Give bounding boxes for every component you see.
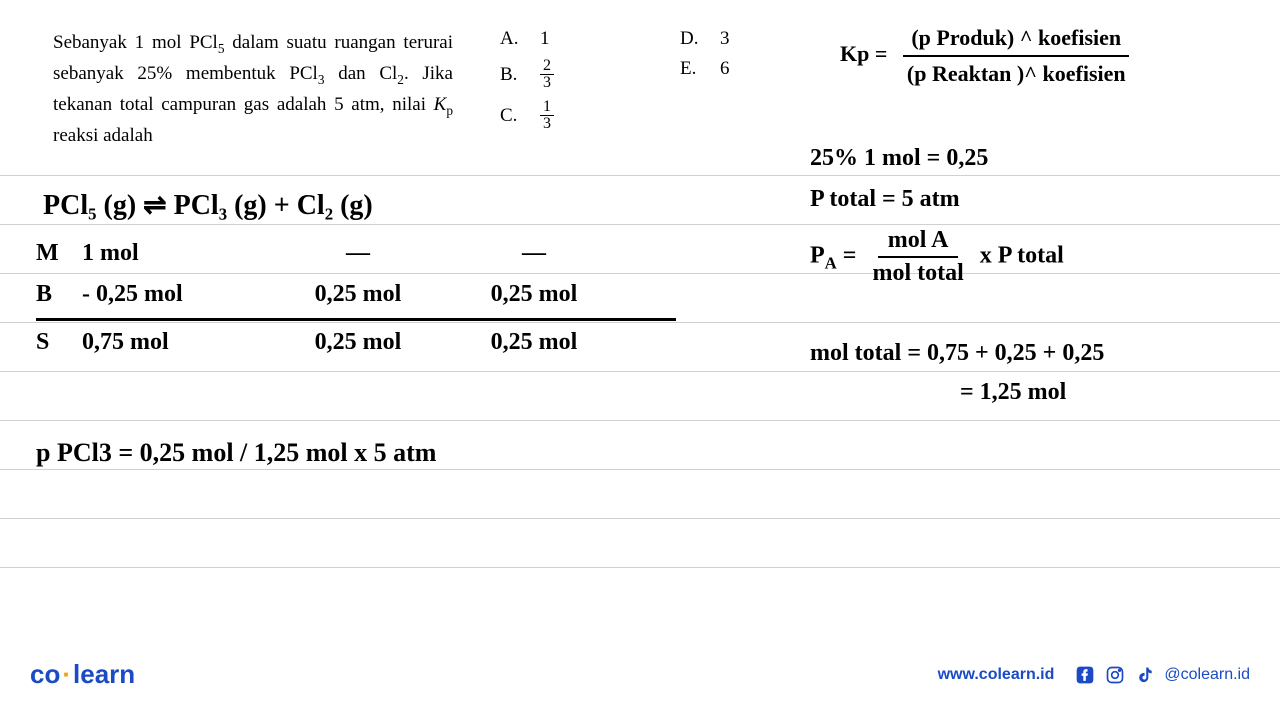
q-part1: Sebanyak 1 mol PCl bbox=[53, 32, 218, 53]
option-a-label: A. bbox=[500, 28, 540, 50]
pa-sub: A bbox=[825, 253, 837, 272]
pa-frac: mol A mol total bbox=[862, 227, 973, 287]
option-c: C. 1 3 bbox=[500, 99, 554, 132]
option-b-label: B. bbox=[500, 64, 540, 86]
ice-row-b: B - 0,25 mol 0,25 mol 0,25 mol bbox=[36, 281, 676, 308]
pa-num: mol A bbox=[878, 227, 959, 258]
option-b-frac: 2 3 bbox=[540, 58, 554, 91]
option-d: D. 3 bbox=[680, 28, 730, 50]
b-v1: - 0,25 mol bbox=[82, 281, 262, 308]
kp-den: (p Reaktan )^ koefisien bbox=[899, 57, 1134, 87]
q-sub3: 2 bbox=[397, 72, 404, 87]
website-url: www.colearn.id bbox=[938, 666, 1055, 684]
option-a: A. 1 bbox=[500, 28, 554, 50]
instagram-icon bbox=[1104, 664, 1126, 686]
ppcl3-calc: p PCl3 = 0,25 mol / 1,25 mol x 5 atm bbox=[36, 438, 436, 468]
social-icons: @colearn.id bbox=[1074, 664, 1250, 686]
option-c-den: 3 bbox=[540, 116, 554, 132]
facebook-icon bbox=[1074, 664, 1096, 686]
answer-options-de: D. 3 E. 6 bbox=[680, 28, 730, 88]
q-sub2: 3 bbox=[318, 72, 325, 87]
option-e-label: E. bbox=[680, 58, 720, 80]
option-a-value: 1 bbox=[540, 28, 550, 50]
s-v1: 0,75 mol bbox=[82, 329, 262, 356]
q-part3: dan Cl bbox=[325, 63, 398, 84]
mol-total-line1: mol total = 0,75 + 0,25 + 0,25 bbox=[810, 340, 1104, 367]
answer-options-abc: A. 1 B. 2 3 C. 1 3 bbox=[500, 28, 554, 140]
ice-hr bbox=[36, 318, 676, 321]
social-handle: @colearn.id bbox=[1164, 666, 1250, 684]
kp-frac: (p Produk) ^ koefisien (p Reaktan )^ koe… bbox=[899, 25, 1134, 87]
ice-row-m: M 1 mol — — bbox=[36, 240, 676, 267]
pa-eq: = bbox=[837, 243, 863, 269]
m-lbl: M bbox=[36, 240, 76, 267]
option-e: E. 6 bbox=[680, 58, 730, 80]
right-calculations: 25% 1 mol = 0,25 P total = 5 atm PA = mo… bbox=[810, 145, 1064, 301]
logo: co·learn bbox=[30, 659, 135, 690]
s-v3: 0,25 mol bbox=[454, 329, 614, 356]
mol-total-line2: = 1,25 mol bbox=[960, 379, 1104, 406]
b-v3: 0,25 mol bbox=[454, 281, 614, 308]
equilibrium-equation: PCl₅ (g) ⇌ PCl₃ (g) + Cl₂ (g) bbox=[43, 188, 373, 222]
footer-right: www.colearn.id @colearn.id bbox=[938, 664, 1250, 686]
footer: co·learn www.colearn.id @colearn.id bbox=[0, 659, 1280, 690]
option-d-label: D. bbox=[680, 28, 720, 50]
q-kp: K bbox=[434, 94, 447, 115]
logo-co: co bbox=[30, 659, 60, 689]
option-c-num: 1 bbox=[540, 99, 554, 116]
ice-table: M 1 mol — — B - 0,25 mol 0,25 mol 0,25 m… bbox=[36, 240, 676, 356]
question-text: Sebanyak 1 mol PCl5 dalam suatu ruangan … bbox=[53, 28, 453, 152]
m-v1: 1 mol bbox=[82, 240, 262, 267]
option-b-num: 2 bbox=[540, 58, 554, 75]
q-part5: reaksi adalah bbox=[53, 125, 153, 146]
q-sub1: 5 bbox=[218, 41, 225, 56]
kp-formula: Kp = (p Produk) ^ koefisien (p Reaktan )… bbox=[840, 25, 1134, 87]
pa-den: mol total bbox=[862, 258, 973, 287]
kp-num: (p Produk) ^ koefisien bbox=[903, 25, 1129, 57]
pa-left: P bbox=[810, 243, 825, 269]
logo-dot: · bbox=[62, 659, 71, 689]
q-kp-sub: p bbox=[446, 103, 453, 118]
m-v3: — bbox=[454, 240, 614, 267]
option-c-frac: 1 3 bbox=[540, 99, 554, 132]
option-b: B. 2 3 bbox=[500, 58, 554, 91]
s-v2: 0,25 mol bbox=[268, 329, 448, 356]
mol-total-calc: mol total = 0,75 + 0,25 + 0,25 = 1,25 mo… bbox=[810, 340, 1104, 406]
calc-line2: P total = 5 atm bbox=[810, 186, 1064, 213]
calc-line1: 25% 1 mol = 0,25 bbox=[810, 145, 1064, 172]
option-b-den: 3 bbox=[540, 75, 554, 91]
option-c-label: C. bbox=[500, 105, 540, 127]
ice-row-s: S 0,75 mol 0,25 mol 0,25 mol bbox=[36, 329, 676, 356]
kp-left: Kp = bbox=[840, 41, 887, 66]
m-v2: — bbox=[268, 240, 448, 267]
b-lbl: B bbox=[36, 281, 76, 308]
s-lbl: S bbox=[36, 329, 76, 356]
pa-right: x P total bbox=[980, 243, 1064, 269]
tiktok-icon bbox=[1134, 664, 1156, 686]
b-v2: 0,25 mol bbox=[268, 281, 448, 308]
option-e-value: 6 bbox=[720, 58, 730, 80]
option-d-value: 3 bbox=[720, 28, 730, 50]
calc-pa: PA = mol A mol total x P total bbox=[810, 227, 1064, 287]
logo-learn: learn bbox=[73, 659, 135, 689]
